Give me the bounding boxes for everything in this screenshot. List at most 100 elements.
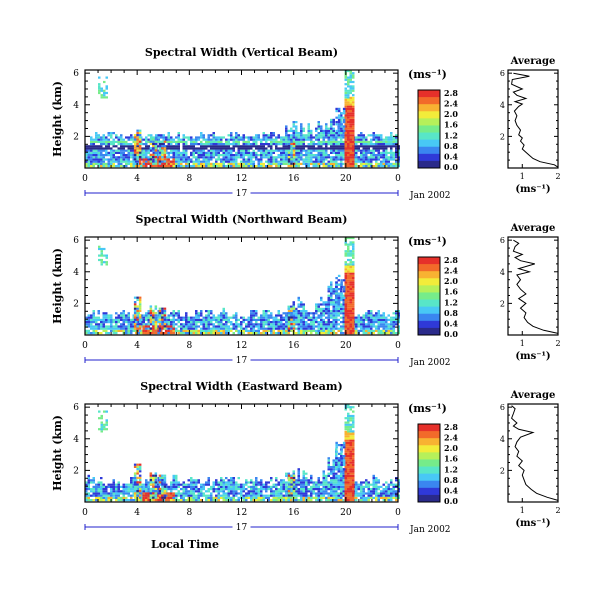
heatmap-cell — [157, 162, 160, 165]
heatmap-cell — [285, 499, 288, 502]
heatmap-cell — [120, 143, 123, 146]
heatmap-cell — [138, 305, 142, 308]
heatmap-cell — [277, 496, 280, 499]
heatmap-cell — [145, 318, 148, 321]
heatmap-cell — [385, 325, 388, 328]
heatmap-cell — [347, 147, 350, 150]
heatmap-cell — [132, 325, 135, 328]
heatmap-cell — [115, 136, 118, 139]
heatmap-cell — [297, 488, 300, 491]
heatmap-cell — [163, 312, 167, 315]
heatmap-cell — [132, 492, 135, 495]
heatmap-cell — [344, 101, 347, 104]
heatmap-cell — [95, 145, 98, 148]
heatmap-cell — [340, 116, 343, 119]
heatmap-cell — [187, 483, 190, 486]
heatmap-cell — [117, 327, 120, 330]
heatmap-cell — [325, 145, 328, 148]
heatmap-cell — [232, 499, 235, 502]
heatmap-cell — [102, 149, 105, 152]
heatmap-cell — [207, 477, 210, 480]
heatmap-cell — [90, 147, 93, 150]
heatmap-cell — [175, 483, 178, 486]
heatmap-cell — [225, 499, 228, 502]
heatmap-cell — [352, 296, 355, 299]
heatmap-cell — [352, 129, 355, 132]
heatmap-cell — [265, 143, 268, 146]
heatmap-cell — [275, 490, 278, 493]
heatmap-cell — [317, 494, 320, 497]
heatmap-cell — [260, 494, 263, 497]
heatmap-cell — [349, 136, 352, 139]
heatmap-cell — [349, 296, 352, 299]
heatmap-cell — [125, 490, 128, 493]
heatmap-cell — [262, 327, 265, 330]
heatmap-cell — [232, 316, 235, 319]
heatmap-cell — [112, 143, 115, 146]
heatmap-cell — [382, 138, 385, 141]
heatmap-cell — [337, 310, 340, 313]
heatmap-cell — [275, 483, 278, 486]
heatmap-cell — [182, 145, 185, 148]
heatmap-cell — [340, 145, 343, 148]
heatmap-cell — [137, 162, 140, 165]
heatmap-cell — [307, 160, 310, 163]
heatmap-cell — [140, 165, 143, 168]
heatmap-cell — [349, 107, 352, 110]
heatmap-cell — [227, 138, 230, 141]
heatmap-cell — [235, 499, 238, 502]
heatmap-cell — [290, 136, 293, 139]
heatmap-cell — [349, 252, 352, 255]
heatmap-cell — [365, 332, 368, 335]
x-tick-label: 8 — [186, 341, 192, 351]
heatmap-cell — [344, 136, 347, 139]
heatmap-cell — [100, 154, 103, 157]
heatmap-cell — [152, 332, 155, 335]
heatmap-cell — [149, 309, 153, 312]
heatmap-cell — [230, 147, 233, 150]
heatmap-cell — [149, 165, 153, 168]
heatmap-cell — [237, 329, 240, 332]
heatmap-cell — [335, 145, 338, 148]
heatmap-cell — [307, 318, 310, 321]
heatmap-cell — [340, 470, 343, 473]
heatmap-cell — [100, 496, 103, 499]
heatmap-cell — [255, 483, 258, 486]
heatmap-cell — [332, 466, 335, 469]
heatmap-cell — [395, 145, 398, 148]
heatmap-cell — [272, 496, 275, 499]
heatmap-cell — [250, 156, 253, 159]
heatmap-cell — [175, 136, 178, 139]
heatmap-cell — [349, 165, 352, 168]
heatmap-cell — [149, 160, 153, 163]
heatmap-cell — [180, 496, 183, 499]
heatmap-cell — [200, 136, 203, 139]
heatmap-cell — [230, 483, 233, 486]
heatmap-cell — [107, 496, 110, 499]
heatmap-cell — [322, 477, 325, 480]
heatmap-cell — [250, 323, 253, 326]
heatmap-cell — [220, 149, 223, 152]
heatmap-cell — [380, 145, 383, 148]
heatmap-cell — [395, 162, 398, 165]
heatmap-cell — [197, 499, 200, 502]
heatmap-cell — [205, 154, 208, 157]
heatmap-cell — [285, 323, 288, 326]
heatmap-cell — [317, 316, 320, 319]
heatmap-cell — [222, 488, 225, 491]
heatmap-cell — [275, 327, 278, 330]
heatmap-cell — [342, 140, 345, 143]
heatmap-cell — [187, 327, 190, 330]
heatmap-cell — [242, 147, 245, 150]
heatmap-cell — [300, 323, 303, 326]
heatmap-cell — [387, 136, 390, 139]
heatmap-cell — [332, 316, 335, 319]
x-axis: 0 4 8 12 16 20 0 — [82, 70, 401, 184]
heatmap-cell — [235, 140, 238, 143]
heatmap-cell — [167, 162, 170, 165]
heatmap-cell — [257, 162, 260, 165]
heatmap-cell — [275, 323, 278, 326]
heatmap-cell — [100, 156, 103, 159]
heatmap-cell — [375, 143, 378, 146]
colorbar-swatch — [418, 139, 440, 148]
